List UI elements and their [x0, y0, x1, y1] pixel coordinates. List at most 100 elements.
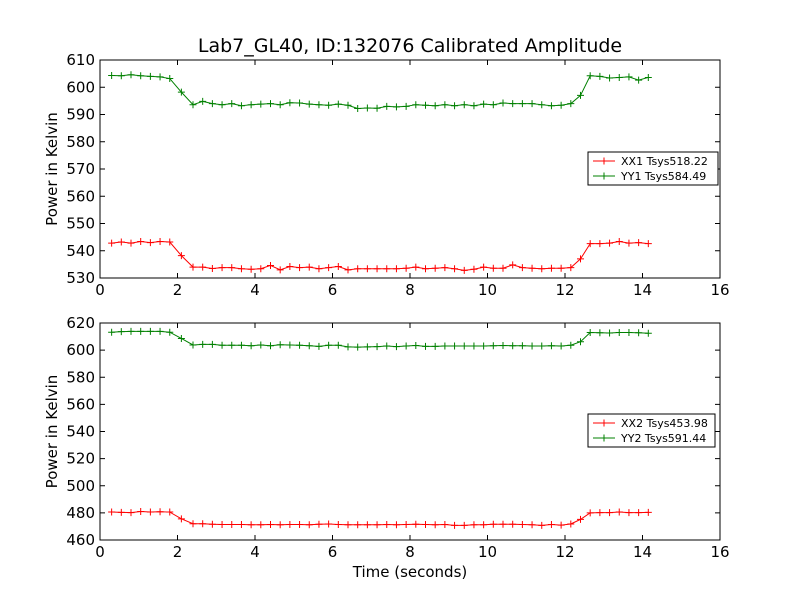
data-point	[586, 509, 594, 517]
data-point	[127, 239, 135, 247]
data-point	[480, 100, 488, 108]
data-point	[596, 240, 604, 248]
data-point	[286, 99, 294, 107]
data-point	[499, 342, 507, 350]
legend: XX1 Tsys518.22 YY1 Tsys584.49	[587, 151, 719, 186]
data-point	[606, 239, 614, 247]
data-point	[189, 263, 197, 271]
data-point	[344, 343, 352, 351]
data-point	[137, 237, 145, 245]
data-point	[117, 508, 125, 516]
data-point	[470, 521, 478, 529]
data-point	[635, 509, 643, 517]
data-point	[166, 75, 174, 83]
data-point	[305, 342, 313, 350]
data-point	[547, 521, 555, 529]
data-point	[208, 340, 216, 348]
data-point	[166, 238, 174, 246]
data-point	[451, 342, 459, 350]
top-plot: 0 2 4 6 8 10 12 14 16 530 540 550 560 570 580 590 600 610…	[43, 35, 730, 299]
data-point	[127, 327, 135, 335]
x-tick-label: 2	[173, 281, 183, 299]
data-point	[596, 329, 604, 337]
data-point	[276, 341, 284, 349]
data-point	[518, 264, 526, 272]
data-point	[237, 521, 245, 529]
data-point	[489, 264, 497, 272]
data-point	[625, 73, 633, 81]
data-point	[489, 342, 497, 350]
data-point	[528, 264, 536, 272]
data-point	[286, 263, 294, 271]
data-point	[499, 264, 507, 272]
data-point	[538, 521, 546, 529]
data-point	[577, 338, 584, 346]
data-point	[567, 520, 575, 528]
y-axis-label: Power in Kelvin	[43, 375, 61, 489]
data-point	[431, 521, 439, 529]
legend-box	[587, 151, 719, 186]
data-point	[354, 105, 362, 112]
data-point	[108, 508, 116, 516]
data-point	[199, 263, 207, 271]
data-point	[117, 328, 125, 336]
legend-item: YY2 Tsys591.44	[593, 432, 706, 445]
data-point	[247, 521, 255, 529]
legend-item: XX2 Tsys453.98	[593, 417, 708, 430]
data-point	[267, 521, 274, 529]
y-tick-label: 460	[66, 531, 95, 549]
series-1	[108, 508, 652, 529]
x-tick-label: 6	[328, 543, 338, 561]
data-point	[547, 264, 555, 272]
data-point	[596, 72, 604, 80]
data-point	[344, 101, 352, 109]
data-point	[228, 341, 236, 349]
data-point	[422, 521, 429, 529]
data-point	[412, 520, 420, 528]
y-tick-label: 570	[66, 160, 95, 178]
data-point	[354, 343, 362, 351]
data-point	[625, 239, 633, 247]
data-point	[296, 521, 304, 529]
data-point	[117, 72, 125, 80]
data-point	[325, 264, 333, 272]
legend-label: YY1 Tsys584.49	[620, 170, 706, 183]
data-point	[354, 521, 362, 529]
data-point	[480, 263, 488, 271]
y-tick-label: 580	[66, 368, 95, 386]
data-point	[480, 521, 488, 529]
data-point	[547, 102, 555, 110]
data-point	[218, 264, 226, 272]
data-point	[509, 520, 517, 528]
data-point	[305, 100, 313, 108]
data-point	[286, 341, 294, 349]
data-point	[451, 102, 459, 110]
y-tick-label: 520	[66, 450, 95, 468]
x-tick-label: 12	[555, 543, 574, 561]
data-point	[538, 101, 546, 109]
data-point	[509, 100, 517, 108]
data-point	[156, 237, 164, 245]
data-point	[177, 252, 185, 260]
y-tick-label: 580	[66, 133, 95, 151]
data-point	[276, 266, 284, 274]
x-tick-label: 12	[555, 281, 574, 299]
data-point	[166, 328, 174, 336]
data-point	[644, 329, 652, 337]
data-point	[402, 264, 410, 272]
data-point	[518, 342, 526, 350]
data-point	[538, 342, 546, 350]
data-point	[547, 342, 555, 350]
data-point	[127, 71, 135, 79]
data-point	[156, 327, 164, 335]
legend-label: XX2 Tsys453.98	[621, 417, 708, 430]
y-tick-label: 500	[66, 477, 95, 495]
data-point	[470, 342, 478, 350]
data-point	[402, 342, 410, 350]
data-point	[644, 240, 652, 248]
legend: XX2 Tsys453.98 YY2 Tsys591.44	[587, 413, 716, 448]
data-point	[286, 521, 294, 529]
data-point	[392, 343, 400, 351]
chart-title: Lab7_GL40, ID:132076 Calibrated Amplitud…	[198, 35, 622, 57]
data-point	[156, 73, 164, 81]
